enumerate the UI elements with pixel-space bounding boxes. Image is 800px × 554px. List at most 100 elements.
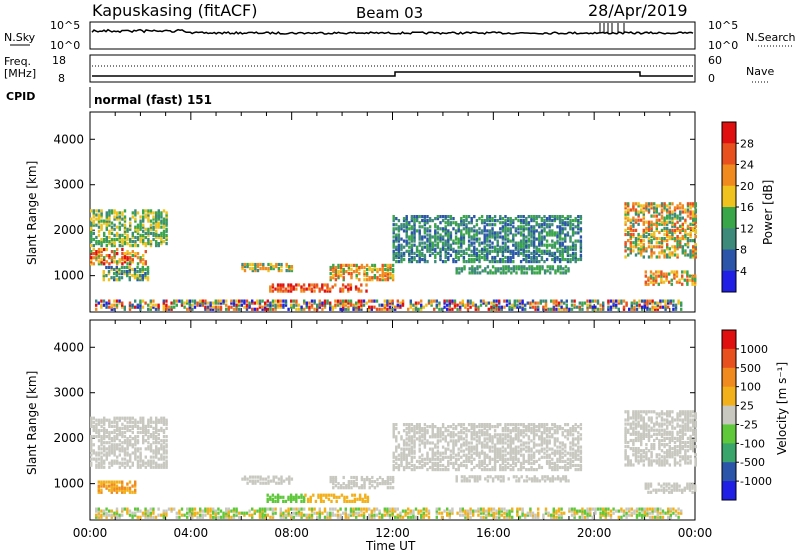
- scatter-cell: [131, 254, 134, 258]
- scatter-cell: [634, 424, 638, 428]
- scatter-cell: [434, 445, 437, 449]
- scatter-cell: [444, 468, 447, 472]
- scatter-cell: [103, 416, 106, 420]
- scatter-cell: [506, 239, 510, 243]
- colorbar-tick-label: 20: [740, 180, 754, 193]
- scatter-cell: [452, 257, 455, 262]
- scatter-cell: [428, 225, 432, 229]
- scatter-cell: [577, 257, 580, 262]
- scatter-cell: [350, 272, 353, 276]
- scatter-cell: [512, 455, 515, 459]
- scatter-cell: [679, 206, 682, 210]
- scatter-cell: [480, 461, 484, 465]
- scatter-cell: [444, 233, 447, 237]
- scatter-cell: [126, 416, 129, 420]
- scatter-cell: [110, 430, 114, 435]
- scatter-cell: [579, 243, 583, 247]
- scatter-cell: [554, 477, 557, 481]
- scatter-cell: [160, 237, 163, 242]
- scatter-cell: [650, 228, 653, 232]
- scatter-cell: [105, 455, 108, 459]
- scatter-cell: [532, 459, 536, 463]
- scatter-cell: [517, 227, 520, 231]
- scatter-cell: [165, 242, 168, 246]
- scatter-cell: [410, 459, 414, 463]
- scatter-cell: [629, 224, 632, 228]
- scatter-cell: [569, 237, 572, 241]
- scatter-cell: [357, 305, 360, 309]
- scatter-cell: [162, 217, 166, 221]
- scatter-cell: [386, 272, 390, 276]
- scatter-cell: [637, 204, 640, 208]
- scatter-cell: [418, 423, 421, 427]
- scatter-cell: [418, 255, 421, 260]
- scatter-cell: [290, 299, 293, 303]
- scatter-cell: [640, 247, 643, 251]
- scatter-cell: [527, 427, 531, 431]
- scatter-cell: [625, 303, 628, 307]
- scatter-cell: [449, 455, 453, 459]
- scatter-cell: [642, 249, 645, 253]
- scatter-cell: [514, 427, 518, 431]
- scatter-cell: [272, 477, 275, 481]
- scatter-cell: [426, 233, 429, 237]
- scatter-cell: [689, 249, 692, 253]
- scatter-cell: [488, 251, 492, 255]
- scatter-cell: [627, 457, 630, 461]
- scatter-cell: [413, 255, 416, 260]
- scatter-cell: [405, 447, 408, 451]
- scatter-cell: [391, 274, 395, 278]
- scatter-cell: [504, 233, 507, 237]
- scatter-cell: [483, 465, 486, 470]
- scatter-cell: [467, 257, 471, 262]
- scatter-cell: [155, 451, 158, 455]
- scatter-cell: [193, 299, 197, 303]
- scatter-cell: [527, 237, 531, 241]
- scatter-cell: [364, 495, 367, 499]
- scatter-cell: [389, 482, 392, 486]
- scatter-cell: [553, 241, 557, 245]
- scatter-cell: [449, 425, 453, 429]
- scatter-cell: [413, 219, 416, 223]
- scatter-cell: [542, 307, 545, 311]
- scatter-cell: [118, 276, 121, 280]
- scatter-cell: [92, 420, 95, 424]
- scatter-cell: [475, 239, 479, 243]
- scatter-cell: [624, 434, 627, 438]
- scatter-cell: [149, 223, 153, 227]
- scatter-cell: [355, 482, 358, 486]
- scatter-cell: [452, 445, 455, 449]
- scatter-cell: [553, 423, 557, 427]
- scatter-cell: [95, 435, 98, 439]
- scatter-cell: [630, 307, 633, 311]
- scatter-cell: [679, 224, 682, 228]
- scatter-cell: [349, 303, 353, 307]
- scatter-cell: [102, 270, 105, 274]
- scatter-cell: [571, 439, 575, 443]
- scatter-cell: [426, 425, 429, 429]
- scatter-cell: [642, 206, 645, 210]
- scatter-cell: [322, 499, 325, 503]
- scatter-cell: [624, 418, 627, 422]
- scatter-cell: [431, 455, 434, 459]
- scatter-cell: [90, 461, 93, 465]
- scatter-cell: [113, 244, 116, 248]
- scatter-cell: [461, 299, 464, 303]
- scatter-cell: [142, 219, 145, 223]
- scatter-cell: [486, 479, 490, 483]
- scatter-cell: [522, 235, 525, 239]
- scatter-cell: [684, 230, 687, 235]
- scatter-cell: [131, 274, 134, 278]
- scatter-cell: [473, 475, 477, 479]
- scatter-cell: [534, 301, 537, 305]
- scatter-cell: [658, 212, 661, 216]
- scatter-cell: [246, 262, 249, 267]
- scatter-cell: [519, 429, 523, 433]
- scatter-cell: [431, 423, 434, 427]
- scatter-cell: [279, 299, 282, 303]
- scatter-cell: [475, 237, 479, 241]
- scatter-cell: [507, 267, 510, 271]
- scatter-cell: [615, 303, 618, 307]
- scatter-cell: [493, 449, 497, 453]
- scatter-cell: [509, 257, 512, 262]
